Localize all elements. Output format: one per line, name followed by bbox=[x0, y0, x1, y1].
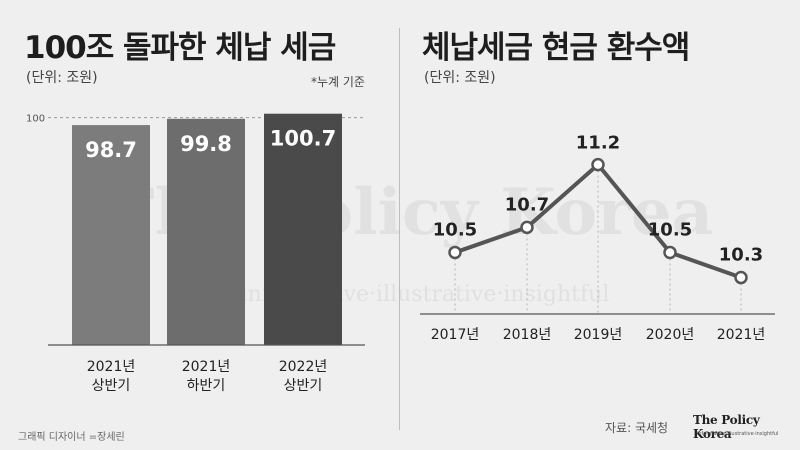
x-tick-label: 2017년 bbox=[431, 327, 480, 343]
right-chart-unit: (단위: 조원) bbox=[424, 70, 496, 86]
x-tick-label: 2018년 bbox=[503, 327, 552, 343]
x-tick-label: 2021년 bbox=[87, 359, 136, 375]
x-tick-label: 2021년 bbox=[182, 359, 231, 375]
x-tick-label: 하반기 bbox=[187, 378, 226, 394]
left-chart-title: 100조 돌파한 체납 세금 bbox=[24, 30, 336, 66]
x-tick-label: 2021년 bbox=[717, 327, 766, 343]
data-label: 10.7 bbox=[505, 194, 549, 215]
x-tick-label: 상반기 bbox=[284, 378, 323, 394]
bar bbox=[264, 113, 342, 345]
x-tick-label: 상반기 bbox=[92, 378, 131, 394]
bar-value-label: 99.8 bbox=[180, 132, 232, 156]
data-point bbox=[734, 270, 748, 285]
bar bbox=[167, 118, 245, 345]
line-chart: 10.5 2017년 10.7 2018년 11.2 2019년 10.5 2020년 10.3… bbox=[420, 133, 775, 343]
data-label: 10.5 bbox=[433, 219, 477, 240]
bar-value-label: 98.7 bbox=[85, 138, 137, 162]
x-tick-label: 2020년 bbox=[646, 327, 695, 343]
right-chart-title: 체납세금 현금 환수액 bbox=[422, 30, 690, 66]
x-tick-label: 2019년 bbox=[574, 327, 623, 343]
publisher-logo: The Policy Korea bbox=[693, 413, 760, 441]
left-chart-note: *누계 기준 bbox=[311, 75, 365, 89]
left-chart-unit: (단위: 조원) bbox=[26, 70, 98, 86]
bar bbox=[72, 125, 150, 345]
data-point bbox=[520, 220, 534, 235]
data-point bbox=[663, 245, 677, 260]
data-label: 11.2 bbox=[576, 133, 620, 154]
data-point bbox=[591, 157, 605, 172]
reference-line-label: 100 bbox=[26, 114, 45, 125]
data-label: 10.5 bbox=[648, 219, 692, 240]
panel-divider bbox=[399, 28, 400, 430]
data-label: 10.3 bbox=[719, 245, 763, 266]
x-tick-label: 2022년 bbox=[279, 359, 328, 375]
designer-credit: 그래픽 디자이너 =장세린 bbox=[18, 432, 125, 443]
data-point bbox=[448, 245, 462, 260]
publisher-tagline: informative·illustrative·insightful bbox=[697, 431, 779, 437]
data-source: 자료: 국세청 bbox=[605, 421, 669, 435]
bar-value-label: 100.7 bbox=[270, 127, 336, 151]
